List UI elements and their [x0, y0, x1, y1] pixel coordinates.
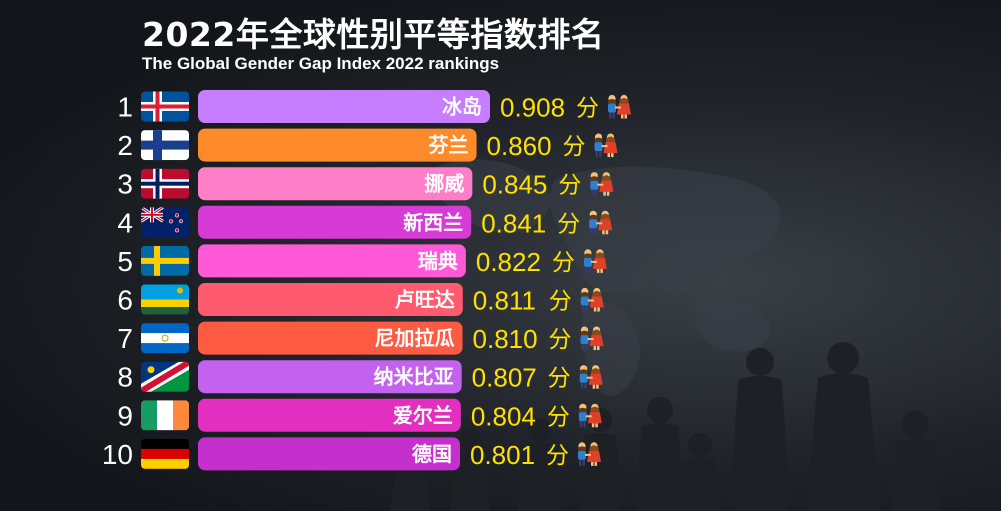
bar: [198, 167, 473, 201]
value-label: 0.822: [476, 247, 541, 277]
unit-label: 分: [552, 250, 575, 276]
value-label: 0.810: [473, 324, 538, 354]
unit-label: 分: [548, 366, 571, 392]
rank-label: 3: [117, 169, 133, 200]
bar-label: 瑞典: [418, 249, 458, 273]
unit-label: 分: [549, 327, 572, 353]
bar-label: 冰岛: [442, 95, 482, 119]
chart-row: 4 新西兰 0.841 分: [117, 205, 613, 239]
chart-row: 9 爱尔兰 0.804 分: [117, 398, 602, 432]
family-icon: [579, 365, 603, 389]
iceland-flag: [141, 91, 189, 122]
rank-label: 9: [117, 400, 133, 431]
unit-label: 分: [547, 404, 570, 430]
rank-label: 6: [117, 285, 133, 316]
bar: [198, 128, 477, 162]
bar-label: 尼加拉瓜: [375, 326, 455, 350]
bar-label: 德国: [412, 442, 452, 466]
bar: [198, 244, 466, 278]
value-label: 0.841: [481, 208, 546, 238]
chart-row: 3 挪威 0.845 分: [117, 167, 614, 201]
chart-row: 7 尼加拉瓜 0.810 分: [117, 321, 604, 355]
bar: [198, 437, 460, 471]
chart-row: 8 纳米比亚 0.807 分: [117, 360, 603, 394]
germany-flag: [141, 438, 189, 469]
rank-label: 4: [117, 207, 133, 238]
unit-label: 分: [576, 96, 599, 122]
unit-label: 分: [546, 443, 569, 469]
chart-row: 5 瑞典 0.822 分: [117, 244, 607, 278]
namibia-flag: [141, 361, 189, 392]
rank-label: 1: [117, 92, 133, 123]
chart-row: 6 卢旺达 0.811 分: [117, 283, 604, 316]
value-label: 0.807: [472, 363, 537, 393]
chart-row: 1 冰岛 0.908 分: [117, 90, 631, 123]
rank-label: 7: [117, 323, 133, 354]
bar-label: 纳米比亚: [374, 365, 454, 389]
family-icon: [578, 403, 602, 428]
bar-label: 卢旺达: [395, 288, 455, 312]
family-icon: [590, 172, 614, 196]
value-label: 0.908: [500, 93, 565, 123]
chart-row: 10 德国 0.801 分: [102, 437, 601, 471]
bar-label: 挪威: [424, 172, 464, 196]
norway-flag: [141, 168, 189, 199]
bar-label: 新西兰: [403, 210, 463, 234]
bar: [198, 283, 463, 316]
bar: [198, 205, 472, 239]
finland-flag: [141, 130, 189, 161]
bar: [198, 321, 463, 355]
bar: [198, 398, 461, 432]
rank-label: 8: [117, 362, 133, 393]
bar: [198, 360, 462, 394]
value-label: 0.860: [487, 131, 552, 161]
rank-label: 10: [102, 439, 133, 470]
unit-label: 分: [549, 289, 572, 315]
rank-label: 5: [117, 246, 133, 277]
family-icon: [580, 287, 604, 312]
family-icon: [583, 249, 607, 273]
value-label: 0.801: [470, 440, 535, 470]
bar: [198, 90, 490, 123]
nicaragua-flag: [141, 323, 189, 354]
value-label: 0.845: [482, 170, 547, 200]
ireland-flag: [141, 400, 189, 431]
family-icon: [589, 210, 613, 235]
bar-label: 芬兰: [429, 133, 469, 157]
family-icon: [580, 326, 604, 351]
sweden-flag: [141, 245, 189, 276]
value-label: 0.804: [471, 401, 536, 431]
unit-label: 分: [557, 211, 580, 237]
new-zealand-flag: [141, 207, 189, 238]
unit-label: 分: [558, 173, 581, 199]
family-icon: [578, 442, 601, 466]
rwanda-flag: [141, 284, 189, 315]
bar-label: 爱尔兰: [393, 403, 453, 427]
family-icon: [594, 133, 618, 158]
value-label: 0.811: [473, 286, 536, 316]
page-title: 2022年全球性别平等指数排名: [142, 15, 605, 54]
unit-label: 分: [563, 134, 586, 160]
rank-label: 2: [117, 130, 133, 161]
chart-row: 2 芬兰 0.860 分: [117, 128, 618, 162]
family-icon: [608, 94, 631, 119]
page-subtitle: The Global Gender Gap Index 2022 ranking…: [142, 54, 500, 73]
